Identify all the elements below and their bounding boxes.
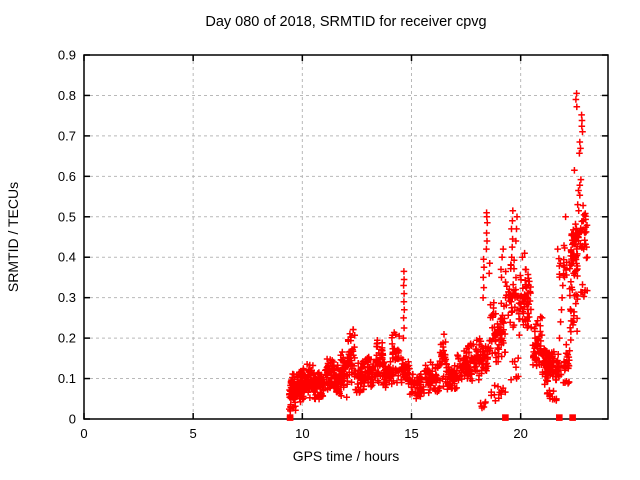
chart-title: Day 080 of 2018, SRMTID for receiver cpv… (205, 14, 486, 30)
data-points-srmtid (286, 90, 591, 421)
x-tick-label: 10 (295, 426, 309, 441)
x-tick-label: 0 (80, 426, 87, 441)
y-tick-labels: 0 0.1 0.2 0.3 0.4 0.5 0.6 0.7 0.8 0.9 (58, 48, 76, 427)
plot-border (83, 54, 609, 420)
x-tick-labels: 0 5 10 15 20 (80, 426, 528, 441)
y-tick-label: 0.6 (58, 169, 76, 184)
gridlines (84, 55, 608, 419)
axis-ticks (83, 54, 608, 420)
y-tick-label: 0.7 (58, 128, 76, 143)
zero-value-markers (286, 414, 576, 421)
y-tick-label: 0 (69, 412, 76, 427)
x-tick-label: 20 (513, 426, 527, 441)
zero-square-marker (569, 414, 576, 421)
y-tick-label: 0.8 (58, 88, 76, 103)
y-tick-label: 0.5 (58, 209, 76, 224)
border-rect (83, 54, 609, 420)
y-tick-label: 0.9 (58, 48, 76, 63)
zero-square-marker (286, 414, 294, 421)
y-tick-label: 0.4 (58, 250, 76, 265)
y-axis-label: SRMTID / TECUs (5, 182, 21, 292)
y-tick-label: 0.1 (58, 371, 76, 386)
x-axis-label: GPS time / hours (293, 448, 400, 464)
srmtid-scatter-path (286, 90, 591, 421)
zero-square-marker (502, 414, 509, 421)
zero-square-marker (556, 414, 563, 421)
x-tick-label: 5 (190, 426, 197, 441)
y-tick-label: 0.2 (58, 331, 76, 346)
x-tick-label: 15 (404, 426, 418, 441)
y-tick-label: 0.3 (58, 290, 76, 305)
